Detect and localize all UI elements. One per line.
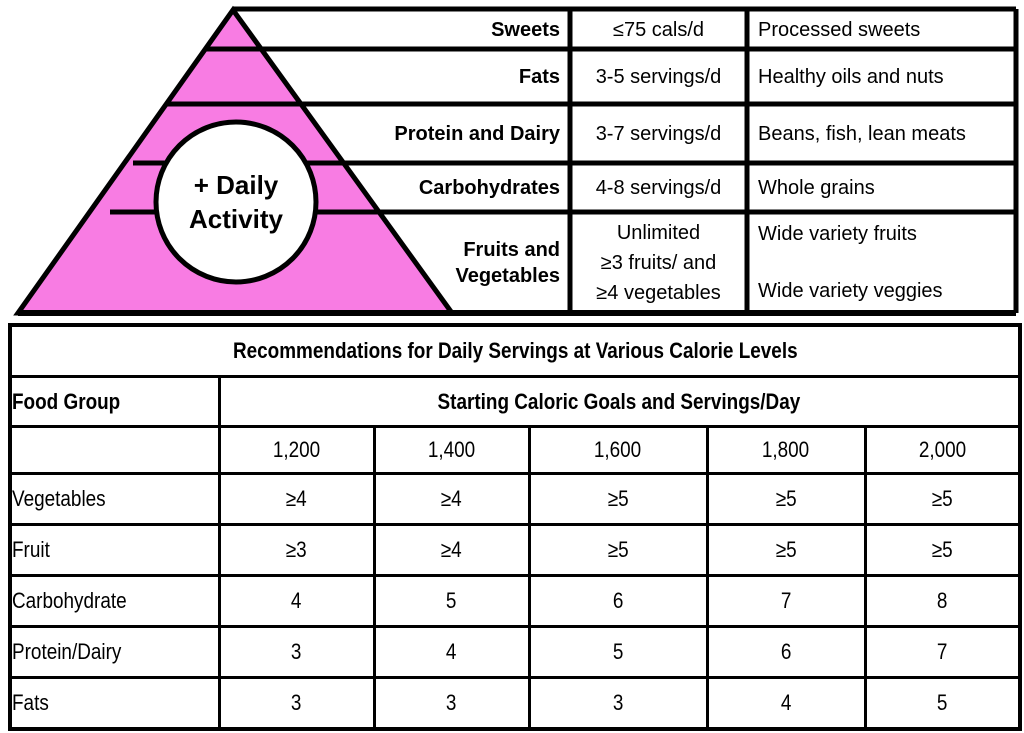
amount-fv-line3: ≥4 vegetables [596, 282, 721, 304]
amount-fv-line1: Unlimited [616, 222, 701, 244]
serving-value-cell: ≥5 [863, 472, 1022, 526]
serving-value-cell: 5 [863, 676, 1022, 731]
serving-value-cell: 7 [705, 574, 867, 628]
example-carbohydrates: Whole grains [758, 176, 875, 199]
amount-protein-dairy: 3-7 servings/d [595, 122, 722, 145]
serving-value-cell: 3 [372, 676, 531, 731]
serving-value-cell: ≥5 [527, 523, 709, 577]
food-row-label: Carbohydrate [8, 574, 221, 628]
table-row-vegetables: Vegetables ≥4 ≥4 ≥5 ≥5 ≥5 [8, 472, 1022, 526]
example-fats: Healthy oils and nuts [758, 65, 944, 88]
serving-value-cell: 8 [863, 574, 1022, 628]
tier-label-sweets: Sweets [491, 19, 560, 41]
serving-value-cell: 3 [217, 676, 376, 731]
table-row-headers: Food Group Starting Caloric Goals and Se… [8, 375, 1022, 428]
serving-value-cell: 3 [527, 676, 709, 731]
daily-activity-line1: + Daily [193, 170, 279, 200]
amount-fruits-vegetables: Unlimited ≥3 fruits/ and ≥4 vegetables [576, 215, 741, 311]
table-row-fruit: Fruit ≥3 ≥4 ≥5 ≥5 ≥5 [8, 523, 1022, 577]
serving-value-cell: 7 [863, 625, 1022, 679]
empty-cell [8, 425, 221, 475]
table-row-protein-dairy: Protein/Dairy 3 4 5 6 7 [8, 625, 1022, 679]
caloric-goals-header: Starting Caloric Goals and Servings/Day [217, 375, 1022, 428]
food-row-label: Fats [8, 676, 221, 731]
table-title-text: Recommendations for Daily Servings at Va… [232, 338, 798, 363]
tier-label-carbohydrates: Carbohydrates [418, 177, 560, 199]
amount-fv-line2: ≥3 fruits/ and [600, 252, 717, 274]
food-group-header: Food Group [8, 375, 221, 428]
serving-value-cell: ≥4 [217, 472, 376, 526]
table-row-title: Recommendations for Daily Servings at Va… [8, 323, 1022, 378]
pyramid-graphic [13, 5, 1019, 316]
serving-value-cell: 6 [527, 574, 709, 628]
amount-fats: 3-5 servings/d [595, 65, 722, 88]
table-title: Recommendations for Daily Servings at Va… [8, 323, 1022, 378]
table-row-calorie-levels: 1,200 1,400 1,600 1,800 2,000 [8, 425, 1022, 475]
amount-carbohydrates: 4-8 servings/d [595, 176, 722, 199]
calorie-header-cell: 1,400 [372, 425, 531, 475]
example-fv-line1: Wide variety fruits [758, 223, 917, 245]
table-row-carbohydrate: Carbohydrate 4 5 6 7 8 [8, 574, 1022, 628]
amount-sweets: ≤75 cals/d [612, 18, 705, 41]
calorie-header-cell: 1,200 [217, 425, 376, 475]
calorie-header-cell: 2,000 [863, 425, 1022, 475]
tier-label-fruits-vegetables: Fruits and Vegetables [455, 239, 560, 287]
serving-value-cell: 4 [372, 625, 531, 679]
serving-value-cell: ≥5 [705, 472, 867, 526]
example-protein-dairy: Beans, fish, lean meats [758, 122, 966, 145]
serving-value-cell: 5 [372, 574, 531, 628]
tier-label-protein-dairy: Protein and Dairy [394, 123, 560, 145]
example-fruits-vegetables: Wide variety fruits Wide variety veggies [758, 215, 1010, 311]
calorie-header-cell: 1,800 [705, 425, 867, 475]
serving-value-cell: ≥4 [372, 472, 531, 526]
serving-value-cell: 4 [705, 676, 867, 731]
serving-value-cell: 6 [705, 625, 867, 679]
food-row-label: Vegetables [8, 472, 221, 526]
example-fv-line2: Wide variety veggies [758, 280, 943, 302]
serving-value-cell: 4 [217, 574, 376, 628]
serving-value-cell: 3 [217, 625, 376, 679]
example-sweets: Processed sweets [758, 18, 921, 41]
serving-value-cell: ≥5 [863, 523, 1022, 577]
food-row-label: Protein/Dairy [8, 625, 221, 679]
tier-label-fats: Fats [518, 66, 560, 88]
table-row-fats: Fats 3 3 3 4 5 [8, 676, 1022, 731]
serving-value-cell: 5 [527, 625, 709, 679]
servings-table: Recommendations for Daily Servings at Va… [8, 323, 1022, 731]
food-row-label: Fruit [8, 523, 221, 577]
daily-activity-line2: Activity [189, 204, 283, 234]
serving-value-cell: ≥5 [527, 472, 709, 526]
serving-value-cell: ≥3 [217, 523, 376, 577]
serving-value-cell: ≥4 [372, 523, 531, 577]
daily-activity-label: + Daily Activity [156, 167, 316, 237]
daily-activity-circle [153, 119, 319, 285]
pyramid-section: + Daily Activity Sweets Fats Protein and… [0, 0, 1024, 322]
serving-value-cell: ≥5 [705, 523, 867, 577]
calorie-header-cell: 1,600 [527, 425, 709, 475]
